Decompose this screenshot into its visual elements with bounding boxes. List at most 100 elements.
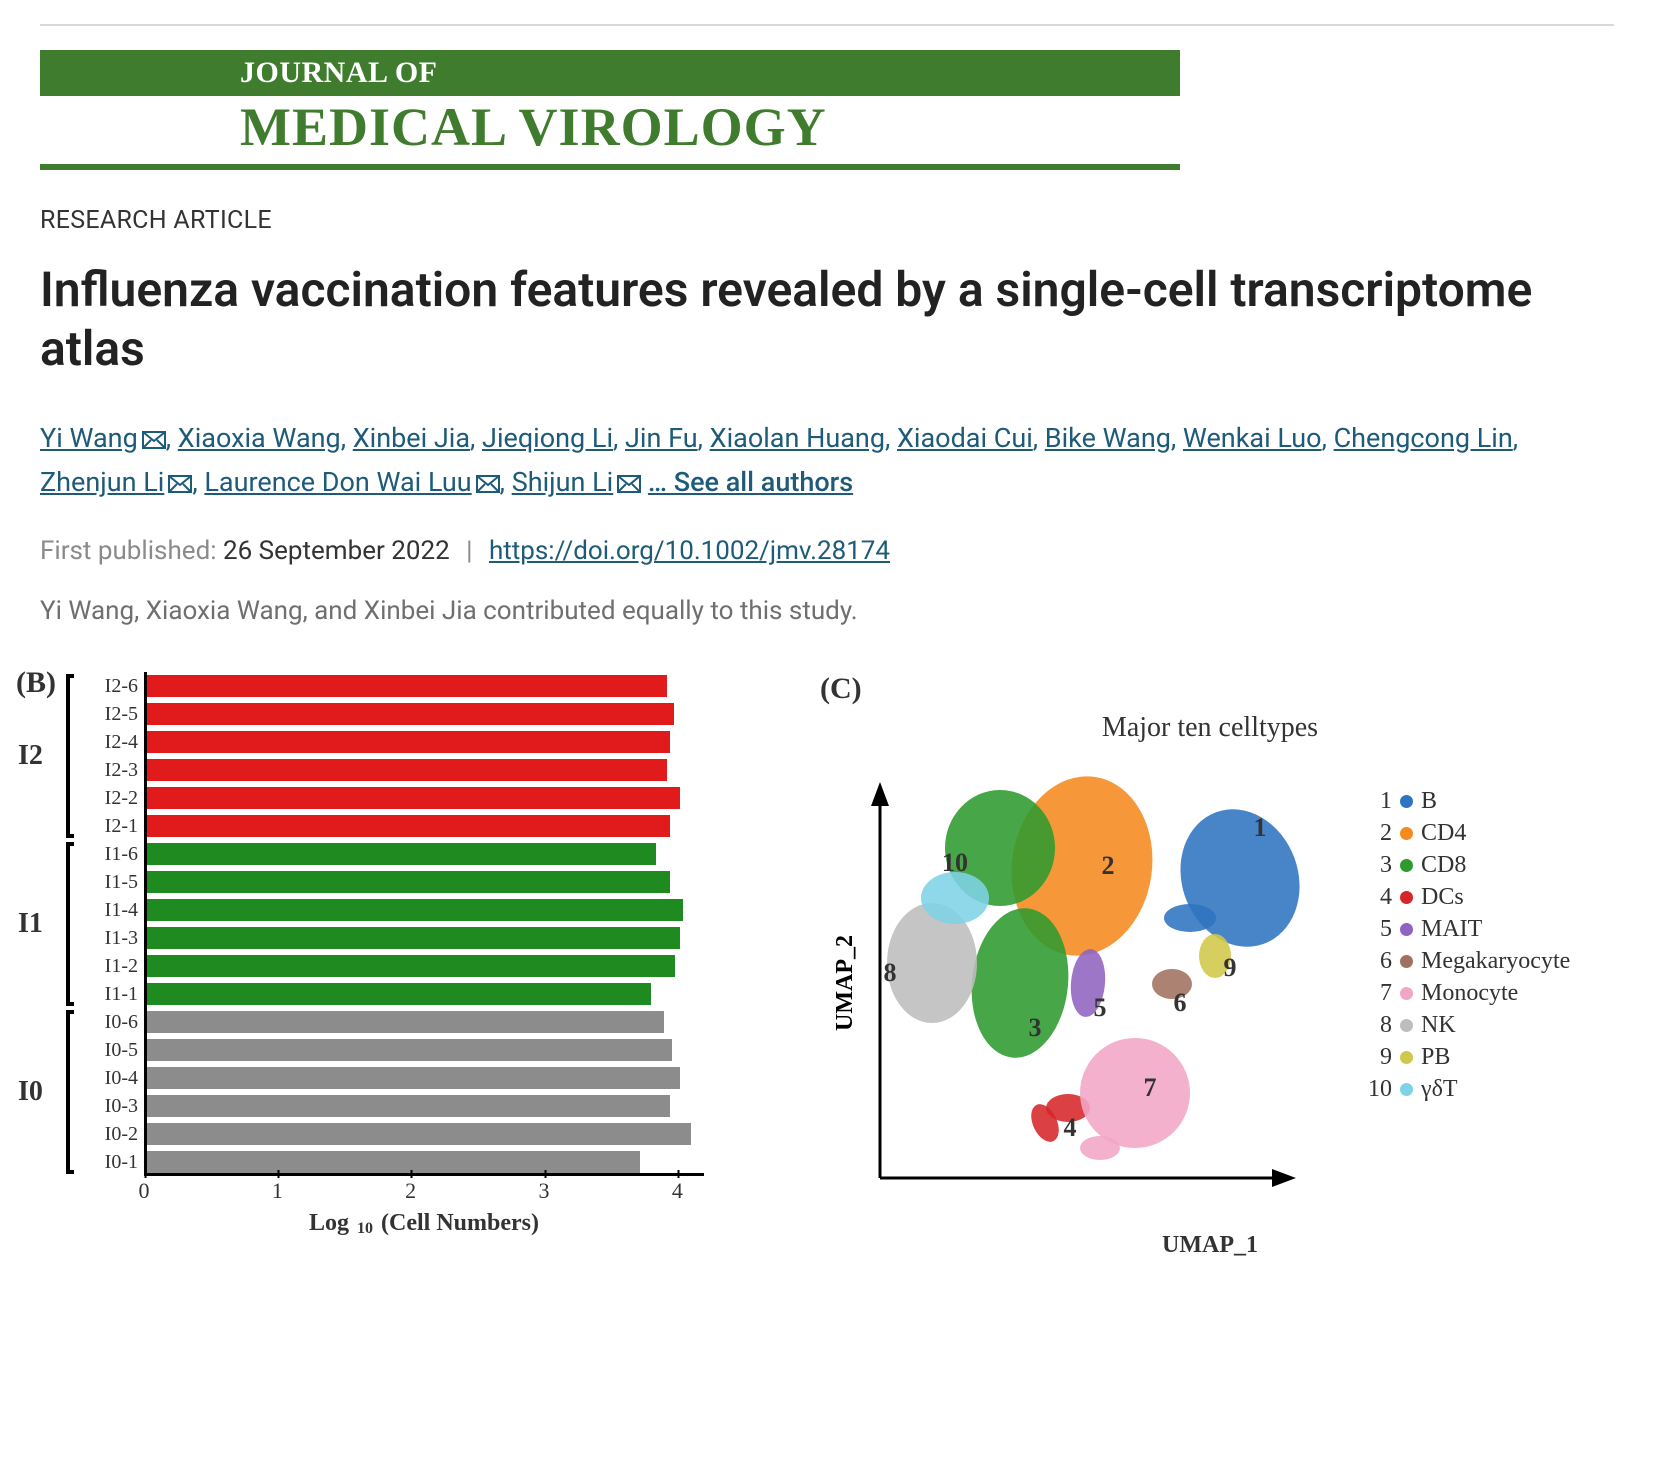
umap-cluster-blob bbox=[1080, 1136, 1120, 1160]
chart-b-bar-row bbox=[147, 952, 704, 980]
umap-scatter: UMAP_2 12345678910 bbox=[820, 748, 1340, 1228]
mail-icon bbox=[142, 420, 166, 462]
umap-cluster-blob bbox=[1164, 904, 1216, 932]
chart-b-ylabel: I0-5 bbox=[82, 1036, 144, 1064]
chart-b-bar-row bbox=[147, 868, 704, 896]
author-link[interactable]: Zhenjun Li bbox=[40, 466, 164, 498]
chart-b-bar bbox=[147, 703, 674, 725]
doi-link[interactable]: https://doi.org/10.1002/jmv.28174 bbox=[489, 536, 890, 566]
group-label: I2 bbox=[18, 740, 43, 772]
mail-icon bbox=[476, 464, 500, 506]
author-link[interactable]: Xinbei Jia bbox=[353, 422, 470, 454]
umap-cluster-number: 7 bbox=[1144, 1073, 1157, 1103]
publication-line: First published: 26 September 2022 | htt… bbox=[40, 536, 1614, 566]
legend-label: Megakaryocyte bbox=[1421, 948, 1570, 975]
author-link[interactable]: Chengcong Lin bbox=[1334, 422, 1513, 454]
journal-banner: JOURNAL OF MEDICAL VIROLOGY bbox=[40, 50, 1180, 170]
legend-row: 1 B bbox=[1358, 786, 1570, 818]
figure-panel-b: (B) I2I1I0 I2-6I2-5I2-4I2-3I2-2I2-1I1-6I… bbox=[40, 672, 760, 1238]
chart-b-bar-row bbox=[147, 1120, 704, 1148]
journal-main-line-wrap: MEDICAL VIROLOGY bbox=[40, 96, 1180, 170]
author-link[interactable]: Jin Fu bbox=[625, 422, 698, 454]
chart-b-bar-row bbox=[147, 1148, 704, 1176]
group-bracket bbox=[66, 842, 74, 1006]
see-all-authors[interactable]: … See all authors bbox=[648, 466, 853, 498]
first-published-date: 26 September 2022 bbox=[223, 536, 450, 566]
legend-dot bbox=[1400, 1051, 1413, 1064]
legend-label: B bbox=[1421, 788, 1437, 815]
chart-b-bar bbox=[147, 759, 667, 781]
chart-b-bar-row bbox=[147, 896, 704, 924]
legend-dot bbox=[1400, 891, 1413, 904]
article-title: Influenza vaccination features revealed … bbox=[40, 261, 1614, 378]
legend-label: NK bbox=[1421, 1012, 1456, 1039]
legend-row: 6 Megakaryocyte bbox=[1358, 946, 1570, 978]
umap-cluster-blob bbox=[1080, 1038, 1190, 1148]
xlabel-prefix: Log bbox=[309, 1210, 355, 1236]
chart-b-xtick: 4 bbox=[672, 1178, 683, 1204]
author-link[interactable]: Bike Wang bbox=[1045, 422, 1171, 454]
chart-b-bar-row bbox=[147, 1008, 704, 1036]
author-link[interactable]: Laurence Don Wai Luu bbox=[204, 466, 471, 498]
chart-b-bar bbox=[147, 1151, 640, 1173]
chart-b-bar bbox=[147, 871, 670, 893]
chart-b-bar-row bbox=[147, 812, 704, 840]
chart-b-ylabel: I2-2 bbox=[82, 784, 144, 812]
chart-b-xtick: 2 bbox=[405, 1178, 416, 1204]
chart-b-bar-row bbox=[147, 980, 704, 1008]
author-link[interactable]: Yi Wang bbox=[40, 422, 138, 454]
legend-row: 8 NK bbox=[1358, 1010, 1570, 1042]
chart-b-ylabel: I1-2 bbox=[82, 952, 144, 980]
group-bracket bbox=[66, 1010, 74, 1174]
chart-b-bar-row bbox=[147, 1092, 704, 1120]
legend-label: MAIT bbox=[1421, 916, 1482, 943]
author-link[interactable]: Xiaodai Cui bbox=[897, 422, 1033, 454]
panel-c-label: (C) bbox=[820, 672, 1600, 706]
figure-panel-c: (C) Major ten celltypes UMAP_2 123456789… bbox=[820, 672, 1600, 1259]
first-published-label: First published: bbox=[40, 536, 217, 566]
umap-cluster-number: 3 bbox=[1029, 1013, 1042, 1043]
legend-dot bbox=[1400, 859, 1413, 872]
author-link[interactable]: Shijun Li bbox=[512, 466, 614, 498]
legend-label: γδT bbox=[1421, 1076, 1458, 1103]
legend-row: 9 PB bbox=[1358, 1042, 1570, 1074]
legend-dot bbox=[1400, 923, 1413, 936]
legend-dot bbox=[1400, 1019, 1413, 1032]
chart-b-bar bbox=[147, 1123, 691, 1145]
umap-ylabel: UMAP_2 bbox=[832, 935, 858, 1031]
chart-b-bar bbox=[147, 843, 656, 865]
chart-b-ylabel: I2-4 bbox=[82, 728, 144, 756]
chart-b-ylabel: I0-2 bbox=[82, 1120, 144, 1148]
chart-b-ylabels: I2-6I2-5I2-4I2-3I2-2I2-1I1-6I1-5I1-4I1-3… bbox=[82, 672, 144, 1238]
chart-b-ylabel: I0-6 bbox=[82, 1008, 144, 1036]
xlabel-suffix: (Cell Numbers) bbox=[375, 1210, 539, 1236]
chart-b: I2I1I0 I2-6I2-5I2-4I2-3I2-2I2-1I1-6I1-5I… bbox=[40, 672, 760, 1238]
umap-cluster-blob bbox=[921, 872, 989, 924]
author-link[interactable]: Xiaolan Huang bbox=[710, 422, 885, 454]
chart-b-ylabel: I0-4 bbox=[82, 1064, 144, 1092]
chart-b-bar bbox=[147, 1067, 680, 1089]
chart-b-ylabel: I2-1 bbox=[82, 812, 144, 840]
author-link[interactable]: Jieqiong Li bbox=[482, 422, 613, 454]
chart-b-xtick: 1 bbox=[272, 1178, 283, 1204]
chart-b-ylabel: I0-3 bbox=[82, 1092, 144, 1120]
author-link[interactable]: Wenkai Luo bbox=[1183, 422, 1322, 454]
chart-b-bar-row bbox=[147, 1064, 704, 1092]
chart-b-xtick: 0 bbox=[139, 1178, 150, 1204]
group-label: I0 bbox=[18, 1076, 43, 1108]
umap-cluster-number: 10 bbox=[942, 848, 968, 878]
chart-b-ylabel: I2-3 bbox=[82, 756, 144, 784]
umap-cluster-number: 2 bbox=[1102, 851, 1115, 881]
author-link[interactable]: Xiaoxia Wang bbox=[178, 422, 341, 454]
chart-b-bar-row bbox=[147, 784, 704, 812]
legend-label: DCs bbox=[1421, 884, 1464, 911]
panel-c-title: Major ten celltypes bbox=[820, 712, 1600, 744]
xlabel-sub: 10 bbox=[355, 1220, 375, 1237]
chart-b-bar bbox=[147, 927, 680, 949]
journal-main-line: MEDICAL VIROLOGY bbox=[240, 97, 827, 157]
top-divider bbox=[40, 24, 1614, 26]
journal-top-line: JOURNAL OF bbox=[40, 50, 1180, 96]
umap-cluster-blob bbox=[1162, 792, 1319, 963]
legend-row: 7 Monocyte bbox=[1358, 978, 1570, 1010]
chart-b-ylabel: I2-5 bbox=[82, 700, 144, 728]
